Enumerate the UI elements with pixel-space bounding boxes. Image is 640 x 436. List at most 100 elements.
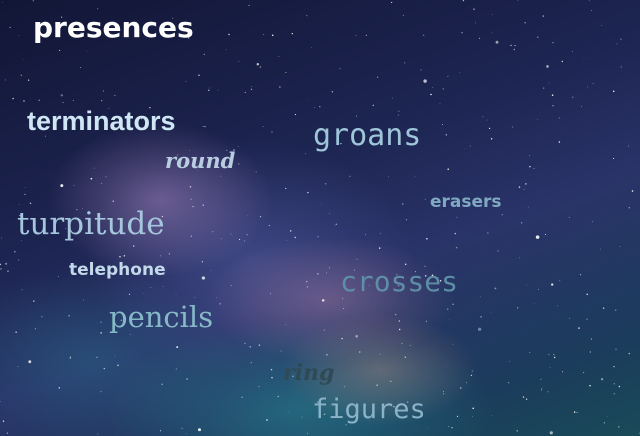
word-figures[interactable]: figures bbox=[312, 394, 426, 425]
word-terminators[interactable]: terminators bbox=[27, 106, 176, 136]
star bbox=[402, 14, 404, 16]
star bbox=[185, 433, 187, 435]
star bbox=[600, 248, 601, 250]
star bbox=[248, 4, 250, 6]
star bbox=[552, 42, 554, 44]
star bbox=[396, 274, 398, 275]
star bbox=[486, 119, 488, 121]
star bbox=[490, 311, 492, 313]
star bbox=[270, 368, 273, 371]
word-turpitude[interactable]: turpitude bbox=[17, 206, 165, 242]
star bbox=[424, 265, 426, 268]
star bbox=[228, 33, 230, 36]
word-round[interactable]: round bbox=[165, 148, 236, 173]
star bbox=[437, 276, 439, 278]
star bbox=[430, 93, 432, 96]
star bbox=[427, 427, 428, 428]
star bbox=[328, 213, 330, 215]
star bbox=[523, 189, 525, 190]
star bbox=[323, 329, 325, 331]
star bbox=[128, 293, 130, 295]
star bbox=[353, 269, 355, 271]
star bbox=[341, 337, 343, 340]
star bbox=[402, 203, 404, 205]
word-groans[interactable]: groans bbox=[313, 118, 422, 153]
word-pencils[interactable]: pencils bbox=[109, 300, 214, 334]
star bbox=[537, 288, 539, 290]
star bbox=[446, 366, 447, 367]
star bbox=[618, 426, 620, 428]
star bbox=[355, 334, 359, 338]
star bbox=[516, 430, 518, 432]
word-presences[interactable]: presences bbox=[33, 11, 194, 44]
word-erasers[interactable]: erasers bbox=[430, 192, 502, 212]
star bbox=[535, 235, 540, 239]
star bbox=[592, 82, 594, 85]
star bbox=[340, 142, 342, 145]
star bbox=[23, 58, 25, 60]
star bbox=[18, 259, 20, 261]
star bbox=[181, 427, 183, 429]
word-crosses[interactable]: crosses bbox=[340, 265, 459, 298]
star bbox=[602, 307, 605, 309]
star bbox=[517, 0, 519, 1]
star bbox=[6, 432, 9, 434]
star bbox=[246, 234, 248, 236]
star bbox=[2, 2, 4, 4]
star bbox=[349, 175, 351, 177]
star bbox=[579, 273, 582, 276]
star bbox=[217, 89, 219, 91]
star bbox=[508, 360, 510, 362]
star bbox=[256, 63, 260, 66]
star bbox=[554, 356, 556, 359]
star bbox=[57, 275, 60, 278]
star bbox=[118, 230, 119, 232]
star bbox=[432, 87, 434, 88]
star bbox=[558, 117, 560, 119]
star bbox=[613, 393, 615, 395]
star bbox=[422, 34, 425, 36]
star bbox=[307, 191, 309, 194]
star bbox=[230, 233, 232, 235]
star bbox=[328, 267, 331, 269]
star bbox=[131, 23, 132, 25]
star bbox=[14, 251, 16, 253]
star bbox=[547, 391, 549, 393]
star bbox=[90, 177, 93, 180]
star bbox=[12, 97, 14, 100]
word-telephone[interactable]: telephone bbox=[69, 260, 166, 280]
star bbox=[525, 398, 528, 400]
star bbox=[613, 366, 615, 368]
star bbox=[460, 387, 462, 389]
star bbox=[203, 53, 205, 55]
star bbox=[41, 316, 43, 318]
star bbox=[17, 366, 19, 367]
star bbox=[294, 236, 296, 239]
star bbox=[439, 103, 441, 105]
star bbox=[631, 190, 634, 192]
star bbox=[390, 381, 392, 382]
star bbox=[591, 221, 593, 223]
star bbox=[316, 401, 319, 403]
star bbox=[307, 432, 309, 434]
star bbox=[306, 280, 308, 283]
star bbox=[628, 352, 631, 355]
star bbox=[19, 215, 21, 216]
star bbox=[285, 71, 287, 73]
star bbox=[452, 303, 454, 305]
star bbox=[424, 275, 427, 277]
star bbox=[397, 285, 400, 287]
word-ring[interactable]: ring bbox=[283, 360, 335, 386]
star bbox=[620, 38, 622, 40]
star bbox=[317, 235, 319, 238]
star bbox=[0, 263, 1, 266]
star bbox=[513, 48, 516, 51]
star bbox=[198, 428, 201, 432]
star bbox=[255, 171, 257, 173]
star bbox=[268, 224, 270, 227]
star bbox=[238, 163, 240, 165]
star bbox=[356, 258, 358, 260]
star bbox=[319, 106, 321, 108]
star bbox=[445, 134, 447, 136]
star bbox=[292, 375, 294, 377]
